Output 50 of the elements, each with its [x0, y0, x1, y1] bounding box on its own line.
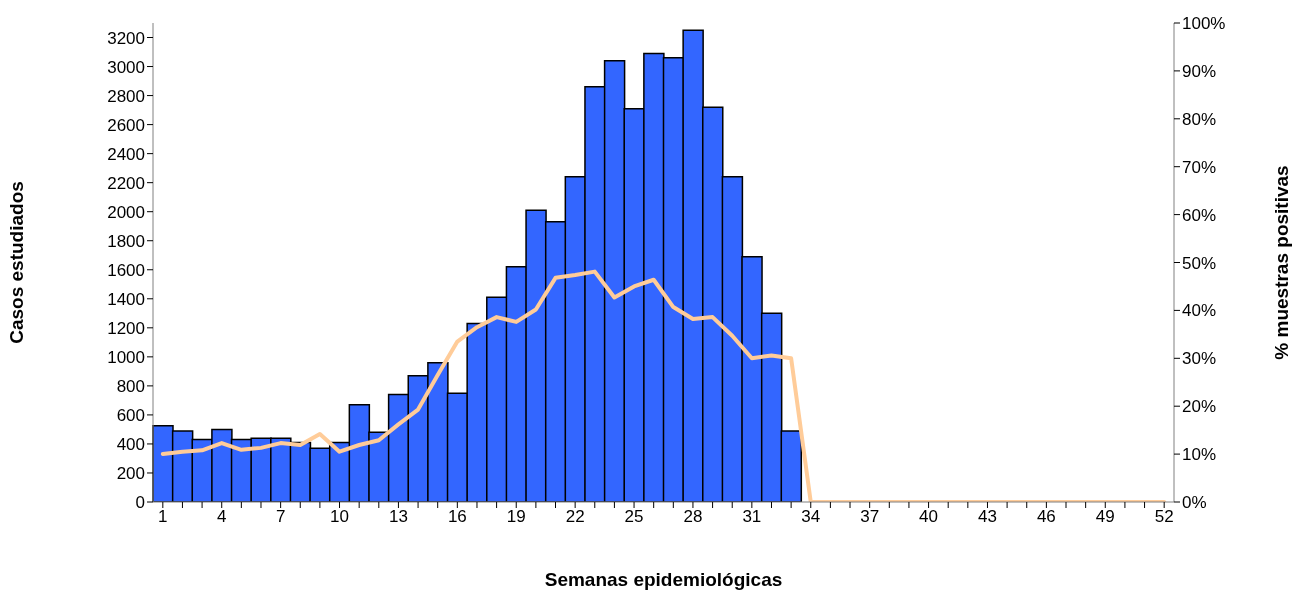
y-axis-title: Casos estudiados	[5, 181, 27, 344]
x-tick-label: 28	[683, 507, 703, 527]
x-tick-label: 40	[919, 507, 939, 527]
y-tick-label: 3000	[107, 57, 145, 77]
y-tick-label: 1600	[107, 260, 145, 280]
y2-tick-label: 90%	[1182, 61, 1217, 81]
x-tick-label: 43	[978, 507, 997, 527]
y-tick-label: 0	[135, 493, 145, 513]
x-tick-label: 4	[216, 507, 227, 527]
y2-axis-title: % muestras positivas	[1270, 165, 1292, 360]
y2-tick-label: 60%	[1182, 205, 1217, 225]
y-tick-label: 1200	[107, 318, 145, 338]
y2-tick-label: 40%	[1182, 301, 1217, 321]
y2-tick-label: 70%	[1182, 157, 1217, 177]
x-tick-label: 46	[1036, 507, 1056, 527]
x-tick-label: 25	[624, 507, 644, 527]
y-tick-label: 2200	[107, 173, 145, 193]
y2-tick-label: 100%	[1182, 14, 1226, 34]
y-tick-label: 2600	[107, 115, 145, 135]
y2-tick-label: 30%	[1182, 349, 1217, 369]
y-tick-label: 2000	[107, 202, 145, 222]
x-tick-label: 52	[1154, 507, 1174, 527]
y-tick-label: 1800	[107, 231, 145, 251]
y-tick-label: 200	[116, 464, 145, 483]
y-tick-label: 1400	[107, 289, 145, 309]
y-tick-label: 400	[116, 434, 145, 454]
y-tick-label: 800	[116, 376, 145, 396]
x-tick-label: 10	[330, 507, 349, 527]
x-tick-label: 37	[860, 507, 880, 527]
x-tick-label: 16	[447, 507, 467, 527]
y-tick-label: 1000	[107, 347, 145, 367]
x-tick-label: 19	[506, 507, 526, 527]
line-series	[160, 269, 1167, 502]
x-tick-label: 49	[1095, 507, 1115, 527]
x-axis-title: Semanas epidemiológicas	[544, 569, 783, 590]
x-tick-label: 13	[388, 507, 408, 527]
y2-tick-label: 10%	[1182, 445, 1217, 465]
y-tick-label: 3200	[107, 28, 145, 48]
x-tick-label: 1	[158, 507, 168, 527]
x-tick-label: 7	[275, 507, 286, 527]
y2-tick-label: 20%	[1182, 397, 1217, 417]
x-tick-label: 31	[742, 507, 762, 527]
y-tick-label: 2400	[107, 144, 145, 164]
y2-tick-label: 80%	[1182, 109, 1217, 129]
y2-tick-label: 0%	[1182, 493, 1207, 513]
y-tick-label: 600	[116, 405, 145, 425]
x-tick-label: 22	[565, 507, 585, 527]
y2-tick-label: 50%	[1182, 253, 1217, 273]
y-tick-label: 2800	[107, 86, 145, 106]
x-tick-label: 34	[801, 507, 821, 527]
